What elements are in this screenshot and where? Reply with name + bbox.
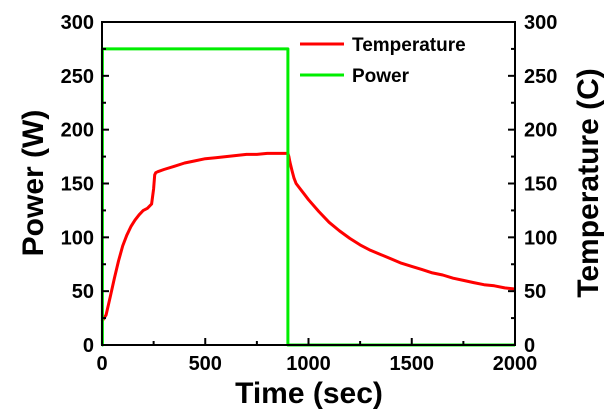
x-tick-label: 1500: [390, 353, 435, 375]
x-axis-title: Time (sec): [235, 377, 383, 410]
legend: Temperature Power: [300, 35, 466, 87]
left-axis-title: Power (W): [17, 110, 50, 257]
right-y-tick-label: 100: [524, 227, 557, 249]
x-tick-label: 1000: [286, 353, 331, 375]
left-y-tick-label: 250: [61, 66, 94, 88]
left-y-tick-label: 50: [72, 281, 94, 303]
left-y-tick-label: 300: [61, 12, 94, 34]
right-y-tick-label: 0: [524, 335, 535, 357]
right-y-tick-label: 150: [524, 174, 557, 196]
right-y-tick-label: 50: [524, 281, 546, 303]
left-y-tick-label: 150: [61, 174, 94, 196]
right-y-tick-label: 250: [524, 66, 557, 88]
left-y-tick-label: 100: [61, 227, 94, 249]
legend-power-label: Power: [352, 66, 410, 87]
x-tick-label: 2000: [493, 353, 538, 375]
right-y-tick-label: 200: [524, 120, 557, 142]
left-y-tick-label: 200: [61, 120, 94, 142]
series-line-temperature: [100, 151, 516, 323]
right-y-tick-label: 300: [524, 12, 557, 34]
legend-temperature-label: Temperature: [352, 35, 466, 56]
series-line-power: [100, 47, 515, 347]
x-tick-label: 0: [96, 353, 107, 375]
plot-frame: [101, 21, 516, 346]
x-tick-label: 500: [189, 353, 222, 375]
plot-lines: [100, 47, 516, 347]
right-axis-title: Temperature (C): [572, 68, 605, 297]
axis-ticks: 0 500 1000 1500 2000050100150200250300050100…: [61, 12, 558, 375]
left-y-tick-label: 0: [83, 335, 94, 357]
